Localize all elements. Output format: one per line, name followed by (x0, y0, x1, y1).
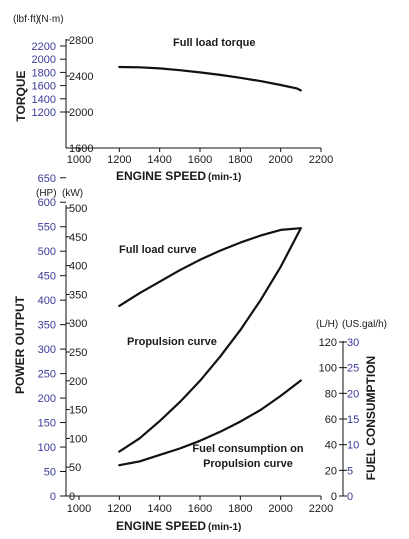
power-tick-hp: 500 (38, 246, 56, 258)
torque-x-tick-label: 1600 (188, 154, 212, 166)
torque-axis-title: TORQUE (14, 70, 28, 121)
power-tick-kw: 250 (69, 347, 87, 359)
propulsion-curve-label: Propulsion curve (127, 336, 217, 348)
torque-x-tick-label: 1800 (228, 154, 252, 166)
torque-tick-nm: 2800 (69, 35, 93, 47)
fuel-axis-title: FUEL CONSUMPTION (364, 356, 378, 480)
power-unit-kw: (kW) (62, 188, 83, 199)
power-tick-hp: 550 (38, 222, 56, 234)
fuel-tick-gal: 15 (347, 414, 359, 426)
torque-x-tick-label: 1200 (107, 154, 131, 166)
torque-tick-nm: 2400 (69, 71, 93, 83)
full-load-torque-line (118, 65, 302, 92)
fuel-tick-gal: 30 (347, 337, 359, 349)
power-x-tick-label: 1400 (147, 503, 171, 515)
fuel-unit-gal: (US.gal/h) (342, 319, 387, 330)
fuel-tick-gal: 5 (347, 465, 353, 477)
power-x-tick-label: 1200 (107, 503, 131, 515)
torque-tick-lbfft: 1200 (32, 107, 56, 119)
torque-x-axis-unit: (min-1) (208, 172, 241, 183)
full-load-curve-label: Full load curve (119, 244, 197, 256)
power-x-tick-label: 2200 (309, 503, 333, 515)
torque-unit-nm: (N·m) (38, 14, 64, 25)
power-x-tick-label: 1600 (188, 503, 212, 515)
power-tick-hp: 400 (38, 295, 56, 307)
power-tick-hp: 450 (38, 271, 56, 283)
power-x-axis-title: ENGINE SPEED (116, 519, 206, 533)
torque-x-tick-label: 1400 (147, 154, 171, 166)
fuel-tick-lh: 0 (331, 491, 337, 503)
torque-tick-nm: 1600 (69, 143, 93, 155)
torque-tick-lbfft: 2200 (32, 41, 56, 53)
power-tick-kw: 100 (69, 433, 87, 445)
power-tick-hp: 350 (38, 320, 56, 332)
fuel-tick-lh: 120 (319, 337, 337, 349)
power-unit-hp: (HP) (36, 188, 57, 199)
power-x-axis-unit: (min-1) (208, 522, 241, 533)
fuel-tick-gal: 20 (347, 388, 359, 400)
full-load-torque-label: Full load torque (173, 37, 256, 49)
fuel-tick-lh: 100 (319, 363, 337, 375)
torque-x-tick-label: 2200 (309, 154, 333, 166)
power-tick-hp: 50 (44, 467, 56, 479)
power-tick-kw: 150 (69, 405, 87, 417)
fuel-tick-gal: 0 (347, 491, 353, 503)
torque-tick-lbfft: 2000 (32, 54, 56, 66)
fuel-consumption-label-line1: Fuel consumption on (192, 443, 303, 455)
torque-tick-lbfft: 1600 (32, 81, 56, 93)
power-tick-hp: 150 (38, 418, 56, 430)
power-x-tick-label: 1800 (228, 503, 252, 515)
fuel-tick-lh: 20 (325, 465, 337, 477)
power-tick-hp: 300 (38, 344, 56, 356)
torque-tick-nm: 2000 (69, 107, 93, 119)
fuel-tick-gal: 25 (347, 363, 359, 375)
fuel-tick-lh: 40 (325, 440, 337, 452)
power-tick-hp: 600 (38, 197, 56, 209)
torque-tick-lbfft: 1400 (32, 94, 56, 106)
power-tick-kw: 450 (69, 232, 87, 244)
torque-x-axis-title: ENGINE SPEED (116, 169, 206, 183)
fuel-tick-lh: 60 (325, 414, 337, 426)
power-tick-hp: 200 (38, 393, 56, 405)
power-tick-kw: 0 (69, 491, 75, 503)
power-tick-hp: 100 (38, 442, 56, 454)
power-tick-kw: 200 (69, 376, 87, 388)
fuel-consumption-curve-line (118, 379, 302, 467)
power-tick-hp: 650 (38, 173, 56, 185)
fuel-consumption-label-line2: Propulsion curve (203, 458, 293, 470)
torque-unit-lbfft: (lbf·ft) (13, 14, 39, 25)
full-load-curve-line (118, 227, 302, 307)
power-tick-kw: 50 (69, 462, 81, 474)
power-tick-kw: 350 (69, 289, 87, 301)
fuel-tick-gal: 10 (347, 440, 359, 452)
torque-tick-lbfft: 1800 (32, 67, 56, 79)
power-tick-hp: 250 (38, 369, 56, 381)
power-tick-kw: 500 (69, 203, 87, 215)
power-tick-hp: 0 (50, 491, 56, 503)
power-axis-title: POWER OUTPUT (13, 295, 27, 394)
fuel-unit-lh: (L/H) (316, 319, 338, 330)
torque-x-tick-label: 1000 (67, 154, 91, 166)
power-tick-kw: 300 (69, 318, 87, 330)
propulsion-curve-line (118, 227, 302, 453)
fuel-tick-lh: 80 (325, 388, 337, 400)
torque-x-tick-label: 2000 (268, 154, 292, 166)
power-x-tick-label: 1000 (67, 503, 91, 515)
power-x-tick-label: 2000 (268, 503, 292, 515)
power-tick-kw: 400 (69, 261, 87, 273)
